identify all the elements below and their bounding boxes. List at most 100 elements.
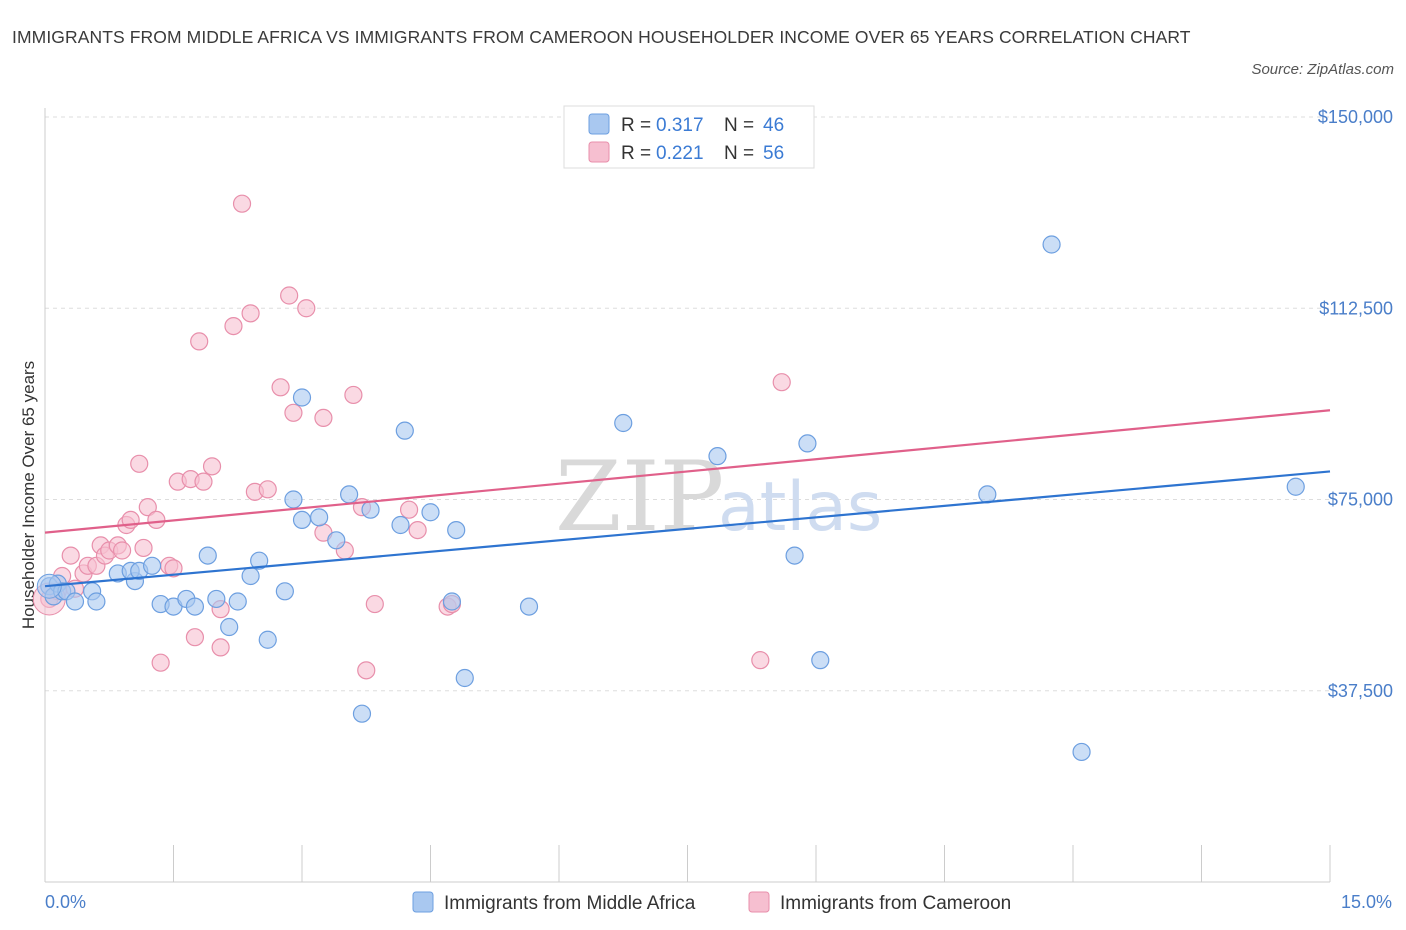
cameroon-point xyxy=(408,520,427,540)
middle-africa-point xyxy=(310,508,329,527)
middle-africa-point xyxy=(198,546,217,565)
middle-africa-point xyxy=(442,592,462,611)
middle-africa-trend-line xyxy=(44,470,1331,588)
cameroon-trend-line xyxy=(44,409,1331,534)
cameroon-point xyxy=(164,559,183,578)
y-tick-label: $150,000 xyxy=(1318,107,1393,127)
middle-africa-point xyxy=(1286,477,1305,496)
cameroon-point xyxy=(134,538,153,558)
middle-africa-point xyxy=(1072,742,1091,762)
y-axis-label: Householder Income Over 65 years xyxy=(19,361,38,629)
middle-africa-point xyxy=(327,531,346,550)
cameroon-point xyxy=(271,378,290,397)
cameroon-point xyxy=(284,403,303,422)
legend-r-label-blue: R = xyxy=(621,115,651,136)
cameroon-point xyxy=(151,653,170,672)
middle-africa-point xyxy=(421,503,440,522)
legend-swatch-blue xyxy=(588,113,610,135)
cameroon-point xyxy=(112,541,132,560)
legend-n-label-blue: N = xyxy=(724,115,754,136)
cameroon-point xyxy=(224,317,243,336)
middle-africa-point xyxy=(519,597,539,616)
middle-africa-point xyxy=(447,520,466,540)
watermark-zip: ZIP xyxy=(555,441,724,553)
cameroon-point xyxy=(365,594,384,614)
y-tick-label: $37,500 xyxy=(1328,681,1393,701)
legend-swatch-pink xyxy=(588,141,610,163)
watermark-atlas: atlas xyxy=(718,468,882,547)
middle-africa-point xyxy=(207,589,226,609)
middle-africa-point xyxy=(352,704,372,723)
cameroon-point xyxy=(357,661,376,680)
x-ticks xyxy=(44,845,1331,882)
middle-africa-point xyxy=(284,490,303,509)
legend-n-value-pink: 56 xyxy=(763,143,784,164)
cameroon-point xyxy=(344,385,363,405)
middle-africa-point xyxy=(455,668,474,688)
cameroon-point xyxy=(130,454,149,473)
x-tick-label-min: 0.0% xyxy=(45,892,86,912)
middle-africa-point xyxy=(340,485,359,504)
x-tick-label-max: 15.0% xyxy=(1341,892,1392,912)
middle-africa-point xyxy=(275,582,294,601)
legend-r-value-blue: 0.317 xyxy=(656,115,704,136)
bottom-legend-swatch-blue xyxy=(412,891,434,913)
middle-africa-point xyxy=(361,500,380,519)
bottom-legend: Immigrants from Middle Africa Immigrants… xyxy=(412,891,1011,914)
bottom-legend-label-blue: Immigrants from Middle Africa xyxy=(444,893,696,914)
middle-africa-point xyxy=(292,510,312,530)
trend-lines xyxy=(44,409,1331,588)
cameroon-point xyxy=(241,304,260,323)
series-cameroon-points xyxy=(32,194,791,680)
legend-r-value-pink: 0.221 xyxy=(656,143,704,164)
y-tick-label: $112,500 xyxy=(1319,298,1393,318)
middle-africa-point xyxy=(708,447,727,466)
middle-africa-point xyxy=(241,566,260,586)
cameroon-point xyxy=(185,628,205,647)
middle-africa-point xyxy=(798,434,817,453)
middle-africa-point xyxy=(395,421,414,440)
bottom-legend-label-pink: Immigrants from Cameroon xyxy=(780,893,1011,914)
middle-africa-point xyxy=(258,630,277,649)
middle-africa-point xyxy=(1042,235,1061,254)
cameroon-point xyxy=(258,480,277,499)
middle-africa-point xyxy=(87,592,106,611)
cameroon-point xyxy=(138,498,157,517)
watermark: ZIP atlas xyxy=(555,441,882,553)
middle-africa-point xyxy=(142,556,162,575)
cameroon-point xyxy=(190,332,209,351)
middle-africa-point xyxy=(391,515,410,535)
cameroon-point xyxy=(772,373,791,392)
y-tick-labels: $37,500 $75,000 $112,500 $150,000 xyxy=(1318,107,1393,701)
middle-africa-point xyxy=(811,651,830,670)
cameroon-point xyxy=(399,500,419,519)
legend-n-label-pink: N = xyxy=(724,143,754,164)
middle-africa-point xyxy=(65,592,85,611)
chart-title: IMMIGRANTS FROM MIDDLE AFRICA VS IMMIGRA… xyxy=(12,27,1191,47)
middle-africa-point xyxy=(614,413,633,433)
legend-r-label-pink: R = xyxy=(621,143,651,164)
middle-africa-point xyxy=(785,546,804,565)
bottom-legend-swatch-pink xyxy=(748,891,770,913)
middle-africa-point xyxy=(250,551,269,570)
legend: R = 0.317 N = 46 R = 0.221 N = 56 xyxy=(563,105,815,169)
middle-africa-point xyxy=(292,388,312,407)
cameroon-point xyxy=(194,472,213,491)
source-label: Source: ZipAtlas.com xyxy=(1251,61,1394,78)
cameroon-point xyxy=(751,651,770,670)
series-middle-africa-points xyxy=(36,235,1305,762)
middle-africa-point xyxy=(228,592,247,611)
middle-africa-point xyxy=(978,485,997,504)
cameroon-point xyxy=(232,194,252,213)
middle-africa-point xyxy=(220,617,239,637)
middle-africa-point xyxy=(185,597,205,616)
cameroon-point xyxy=(61,546,80,565)
cameroon-point xyxy=(202,457,222,476)
cameroon-point xyxy=(280,286,299,305)
cameroon-point xyxy=(314,408,333,427)
cameroon-point xyxy=(297,299,316,318)
cameroon-point xyxy=(211,638,230,657)
y-tick-label: $75,000 xyxy=(1328,490,1393,510)
cameroon-point xyxy=(147,510,166,530)
